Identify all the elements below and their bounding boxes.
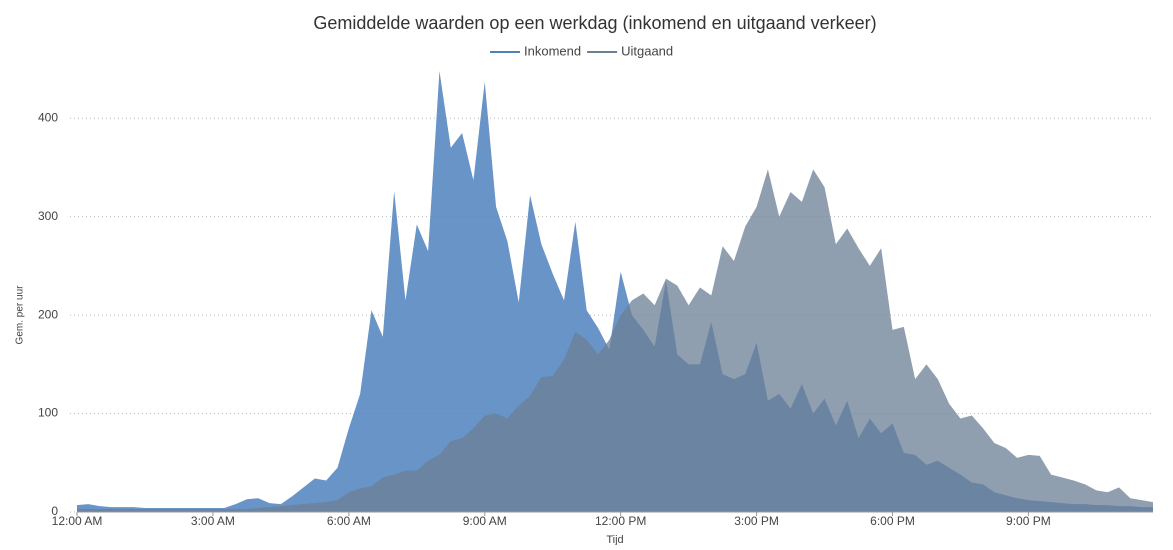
y-tick-label: 100 — [38, 406, 58, 420]
x-tick-label: 6:00 AM — [327, 514, 371, 528]
y-tick-label: 0 — [51, 504, 58, 518]
x-tick-label: 12:00 PM — [595, 514, 646, 528]
legend-label: Uitgaand — [621, 43, 673, 58]
x-tick-label: 12:00 AM — [52, 514, 103, 528]
x-tick-label: 9:00 AM — [463, 514, 507, 528]
x-axis-label: Tijd — [606, 534, 623, 545]
x-tick-label: 6:00 PM — [870, 514, 915, 528]
x-tick-label: 9:00 PM — [1006, 514, 1051, 528]
y-axis-label: Gem. per uur — [15, 285, 26, 345]
y-tick-label: 400 — [38, 110, 58, 124]
y-tick-label: 300 — [38, 209, 58, 223]
area — [77, 169, 1153, 512]
x-tick-label: 3:00 AM — [191, 514, 235, 528]
x-tick-label: 3:00 PM — [734, 514, 779, 528]
chart-title: Gemiddelde waarden op een werkdag (inkom… — [313, 13, 876, 33]
legend-label: Inkomend — [524, 43, 581, 58]
y-tick-label: 200 — [38, 307, 58, 321]
